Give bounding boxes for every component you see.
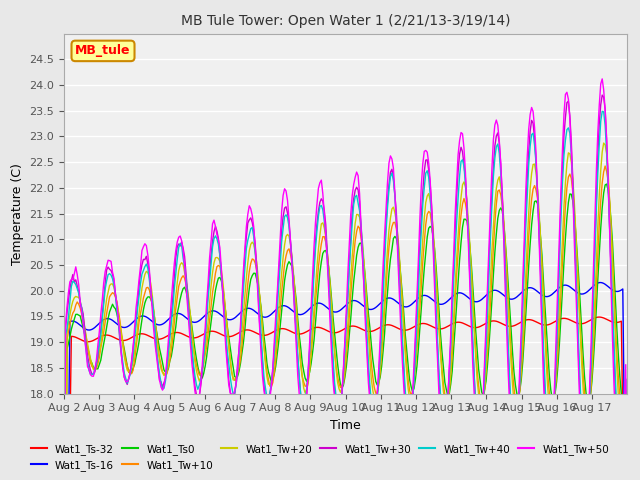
- X-axis label: Time: Time: [330, 419, 361, 432]
- Y-axis label: Temperature (C): Temperature (C): [11, 163, 24, 264]
- Legend: Wat1_Ts-32, Wat1_Ts-16, Wat1_Ts0, Wat1_Tw+10, Wat1_Tw+20, Wat1_Tw+30, Wat1_Tw+40: Wat1_Ts-32, Wat1_Ts-16, Wat1_Ts0, Wat1_T…: [27, 439, 613, 475]
- Title: MB Tule Tower: Open Water 1 (2/21/13-3/19/14): MB Tule Tower: Open Water 1 (2/21/13-3/1…: [181, 14, 510, 28]
- Text: MB_tule: MB_tule: [76, 44, 131, 58]
